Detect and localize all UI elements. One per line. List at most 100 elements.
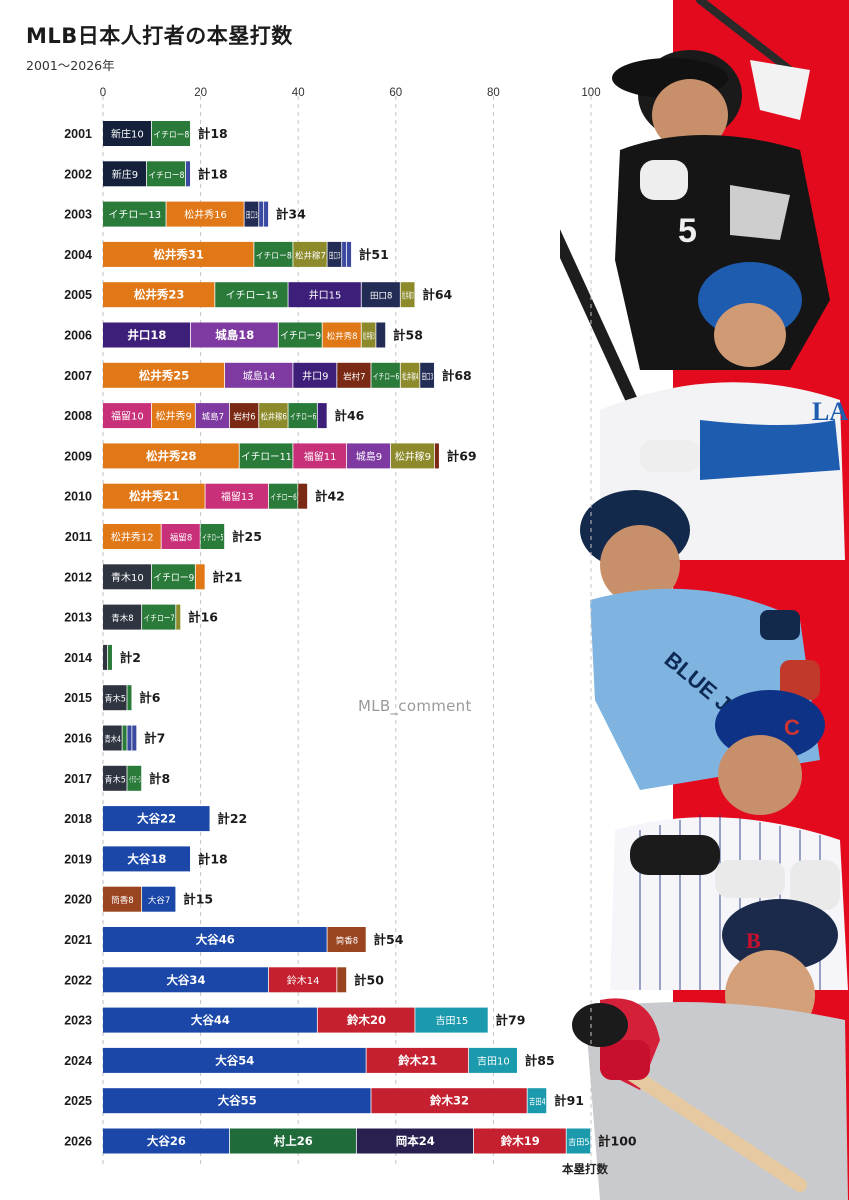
bar-segment	[356, 1128, 474, 1154]
bar-segment	[103, 886, 142, 912]
bar-segment	[293, 241, 327, 267]
segment-label: 松井秀28	[146, 449, 197, 463]
segment-label: 福留8	[170, 533, 192, 544]
bar-segment	[434, 443, 439, 469]
player-photo-dodgers: LA	[560, 229, 848, 560]
segment-label: 筒香8	[336, 936, 358, 947]
bar-segment	[103, 685, 127, 711]
bar-segment	[132, 725, 137, 751]
year-label: 2003	[64, 208, 92, 222]
year-label: 2014	[64, 651, 92, 665]
segment-label: 松井稼9	[395, 450, 431, 463]
bar-segment	[225, 362, 293, 388]
bar-segment	[190, 322, 278, 348]
bar-segment	[127, 725, 132, 751]
bar-segment	[415, 1007, 488, 1033]
bar-segment	[103, 322, 191, 348]
segment-label: 大谷26	[147, 1134, 186, 1148]
segment-label: 筒香8	[111, 895, 133, 906]
segment-label: イチロー3	[129, 775, 141, 785]
bar-segment	[229, 403, 259, 429]
bar-segment	[229, 1128, 356, 1154]
bar-segment	[103, 362, 225, 388]
year-label: 2025	[64, 1094, 92, 1108]
segment-label: 城島9	[356, 450, 382, 463]
year-label: 2016	[64, 732, 92, 746]
bar-segment	[103, 443, 239, 469]
bar-segment	[103, 644, 108, 670]
bar-segment	[259, 201, 264, 227]
year-label: 2018	[64, 812, 92, 826]
year-label: 2009	[64, 449, 92, 463]
x-tick-label: 100	[581, 87, 600, 99]
segment-label: 井口9	[302, 369, 328, 382]
segment-label: 岩村7	[343, 371, 365, 382]
bar-segment	[215, 282, 288, 308]
bar-segment	[361, 282, 400, 308]
bar-segment	[195, 564, 205, 590]
total-label: 計22	[217, 811, 247, 826]
year-label: 2019	[64, 852, 92, 866]
bar-segment	[103, 725, 122, 751]
bar-segment	[103, 564, 151, 590]
bar-segment	[166, 201, 244, 227]
segment-label: 大谷46	[196, 933, 235, 947]
year-label: 2011	[65, 530, 92, 544]
bar-segment	[337, 362, 371, 388]
segment-label: 松井稼3	[363, 331, 375, 342]
x-tick-label: 40	[292, 87, 305, 99]
segment-label: 鈴木21	[398, 1053, 437, 1067]
bar-segment	[200, 524, 225, 549]
segment-label: 田口8	[370, 292, 392, 302]
bar-segment	[293, 443, 347, 469]
segment-label: 松井稼7	[295, 250, 326, 261]
segment-label: 井口18	[127, 328, 166, 342]
bar-segment	[103, 121, 151, 146]
bar-segment	[142, 886, 176, 912]
photo-text-b: B	[746, 928, 761, 953]
total-label: 計7	[144, 731, 165, 746]
bar-segment	[103, 201, 166, 227]
bar-segment	[195, 403, 230, 429]
segment-label: 松井稼4	[402, 371, 419, 382]
bar-segment	[342, 241, 347, 267]
bar-segment	[103, 927, 327, 952]
segment-label: イチロー5	[202, 534, 223, 544]
segment-label: イチロー7	[144, 614, 175, 624]
total-label: 計91	[554, 1093, 584, 1108]
year-label: 2004	[64, 248, 92, 262]
player-photo-bluejays: BLUE JAYS	[580, 490, 820, 790]
player-photo-redsox: B	[572, 899, 848, 1200]
total-label: 計54	[374, 932, 404, 947]
segment-label: 松井稼6	[261, 412, 287, 423]
year-label: 2024	[64, 1054, 92, 1068]
segment-label: 吉田15	[436, 1015, 469, 1027]
segment-label: 松井秀21	[129, 489, 180, 503]
segment-label: 鈴木14	[287, 974, 320, 987]
bar-segment	[103, 161, 147, 187]
player-photos: 5 LA BLUE JAYS C	[560, 0, 848, 1200]
bar-segment	[469, 1047, 517, 1073]
year-label: 2008	[64, 409, 92, 423]
bar-segment	[473, 1128, 566, 1154]
bar-segment	[161, 524, 200, 549]
bar-segment	[371, 362, 400, 388]
bar-segment	[527, 1088, 547, 1114]
bar-segment	[268, 483, 298, 509]
segment-label: イチロー8	[153, 131, 189, 141]
watermark: MLB_comment	[358, 697, 472, 715]
segment-label: 青木5	[105, 694, 126, 705]
year-label: 2001	[64, 127, 92, 141]
segment-label: 松井秀12	[111, 531, 154, 544]
bar-segment	[390, 443, 435, 469]
year-label: 2026	[64, 1135, 92, 1149]
bar-segment	[103, 1047, 366, 1073]
segment-label: 吉田4	[529, 1098, 546, 1108]
total-label: 計6	[139, 690, 161, 705]
segment-label: イチロー8	[256, 251, 292, 261]
segment-label: 松井秀31	[153, 247, 204, 261]
bar-segment	[151, 121, 191, 146]
bar-segment	[151, 564, 195, 590]
total-label: 計21	[212, 569, 242, 584]
bar-segment	[288, 282, 361, 308]
